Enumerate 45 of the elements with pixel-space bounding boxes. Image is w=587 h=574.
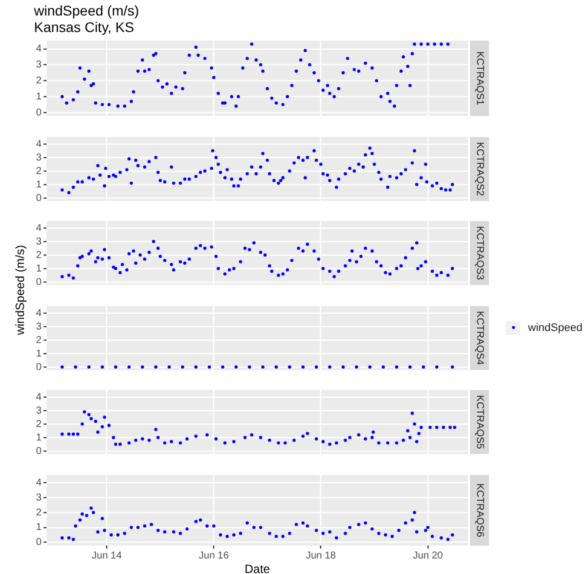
- x-tick-label: Jun 14: [92, 550, 122, 561]
- y-tick-label: 1: [36, 263, 42, 274]
- x-tick-label: Jun 18: [306, 550, 336, 561]
- y-tick-label: 1: [36, 348, 42, 359]
- y-tick-label: 4: [36, 476, 42, 488]
- y-tick-label: 4: [36, 138, 42, 150]
- y-tick-label: 1: [36, 522, 42, 533]
- y-tick-label: 4: [36, 222, 42, 234]
- x-tick-label: Jun 20: [412, 550, 444, 561]
- y-tick-label: 0: [36, 361, 42, 372]
- chart-subtitle: Kansas City, KS: [34, 19, 134, 36]
- y-tick-label: 3: [36, 405, 42, 416]
- y-tick-label: 1: [36, 91, 42, 102]
- y-tick-label: 2: [36, 334, 42, 346]
- y-tick-label: 3: [36, 492, 42, 503]
- y-tick-label: 2: [36, 165, 42, 176]
- text: KCTRAQS1: [474, 51, 485, 106]
- y-tick-label: 4: [36, 307, 42, 318]
- y-tick-label: 0: [36, 536, 42, 548]
- x-axis-title: Date: [244, 562, 270, 574]
- y-tick-label: 3: [36, 320, 42, 332]
- text: KCTRAQS5: [474, 395, 485, 450]
- y-tick-label: 3: [36, 236, 42, 248]
- x-tick-label: Jun 16: [198, 550, 230, 561]
- text: KCTRAQS3: [474, 226, 485, 280]
- chart-title: windSpeed (m/s): [33, 2, 140, 18]
- y-tick-label: 4: [36, 44, 42, 55]
- text: KCTRAQS4: [474, 310, 485, 365]
- y-tick-label: 0: [36, 446, 42, 457]
- y-tick-label: 2: [36, 418, 42, 430]
- y-tick-label: 3: [36, 152, 42, 163]
- text: KCTRAQS6: [474, 482, 485, 538]
- y-tick-label: 3: [36, 60, 42, 71]
- y-tick-label: 2: [36, 250, 42, 261]
- y-tick-label: 0: [36, 107, 42, 118]
- y-tick-label: 1: [36, 432, 42, 444]
- y-tick-label: 2: [36, 506, 42, 518]
- y-tick-label: 0: [36, 276, 42, 288]
- y-tick-label: 1: [36, 178, 42, 190]
- y-axis-title: windSpeed (m/s): [13, 244, 27, 336]
- y-tick-label: 0: [36, 192, 42, 204]
- y-tick-label: 2: [36, 75, 42, 86]
- legend-label: windSpeed: [528, 322, 582, 334]
- y-tick-label: 4: [36, 392, 42, 403]
- text: KCTRAQS2: [474, 142, 485, 196]
